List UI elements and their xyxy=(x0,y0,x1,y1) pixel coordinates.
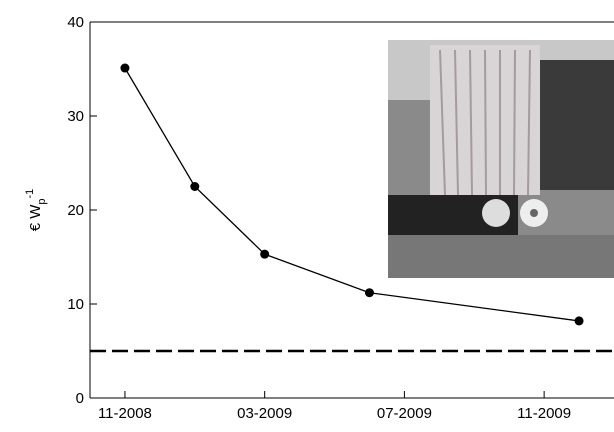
chart: € Wp-1 0 10 20 30 40 11-2008 03-2009 07-2009 11-… xyxy=(0,0,614,427)
page: € Wp-1 0 10 20 30 40 11-2008 03-2009 07-2009 11-… xyxy=(0,0,614,432)
y-tick-label: 40 xyxy=(67,14,84,31)
point xyxy=(260,250,269,259)
y-tick-label: 30 xyxy=(67,108,84,125)
x-tick-label: 11-2009 xyxy=(517,405,571,422)
y-axis-label: € Wp-1 xyxy=(24,189,48,232)
point xyxy=(575,316,584,325)
x-tick-label: 03-2009 xyxy=(237,405,292,422)
y-tick-label: 10 xyxy=(67,296,84,313)
inset-photo xyxy=(388,40,614,278)
y-tick-label: 0 xyxy=(76,390,84,407)
point xyxy=(120,64,129,73)
point xyxy=(190,182,199,191)
y-tick-label: 20 xyxy=(67,202,84,219)
x-tick-label: 07-2009 xyxy=(377,405,432,422)
x-tick-label: 11-2008 xyxy=(98,405,152,422)
point xyxy=(365,288,374,297)
